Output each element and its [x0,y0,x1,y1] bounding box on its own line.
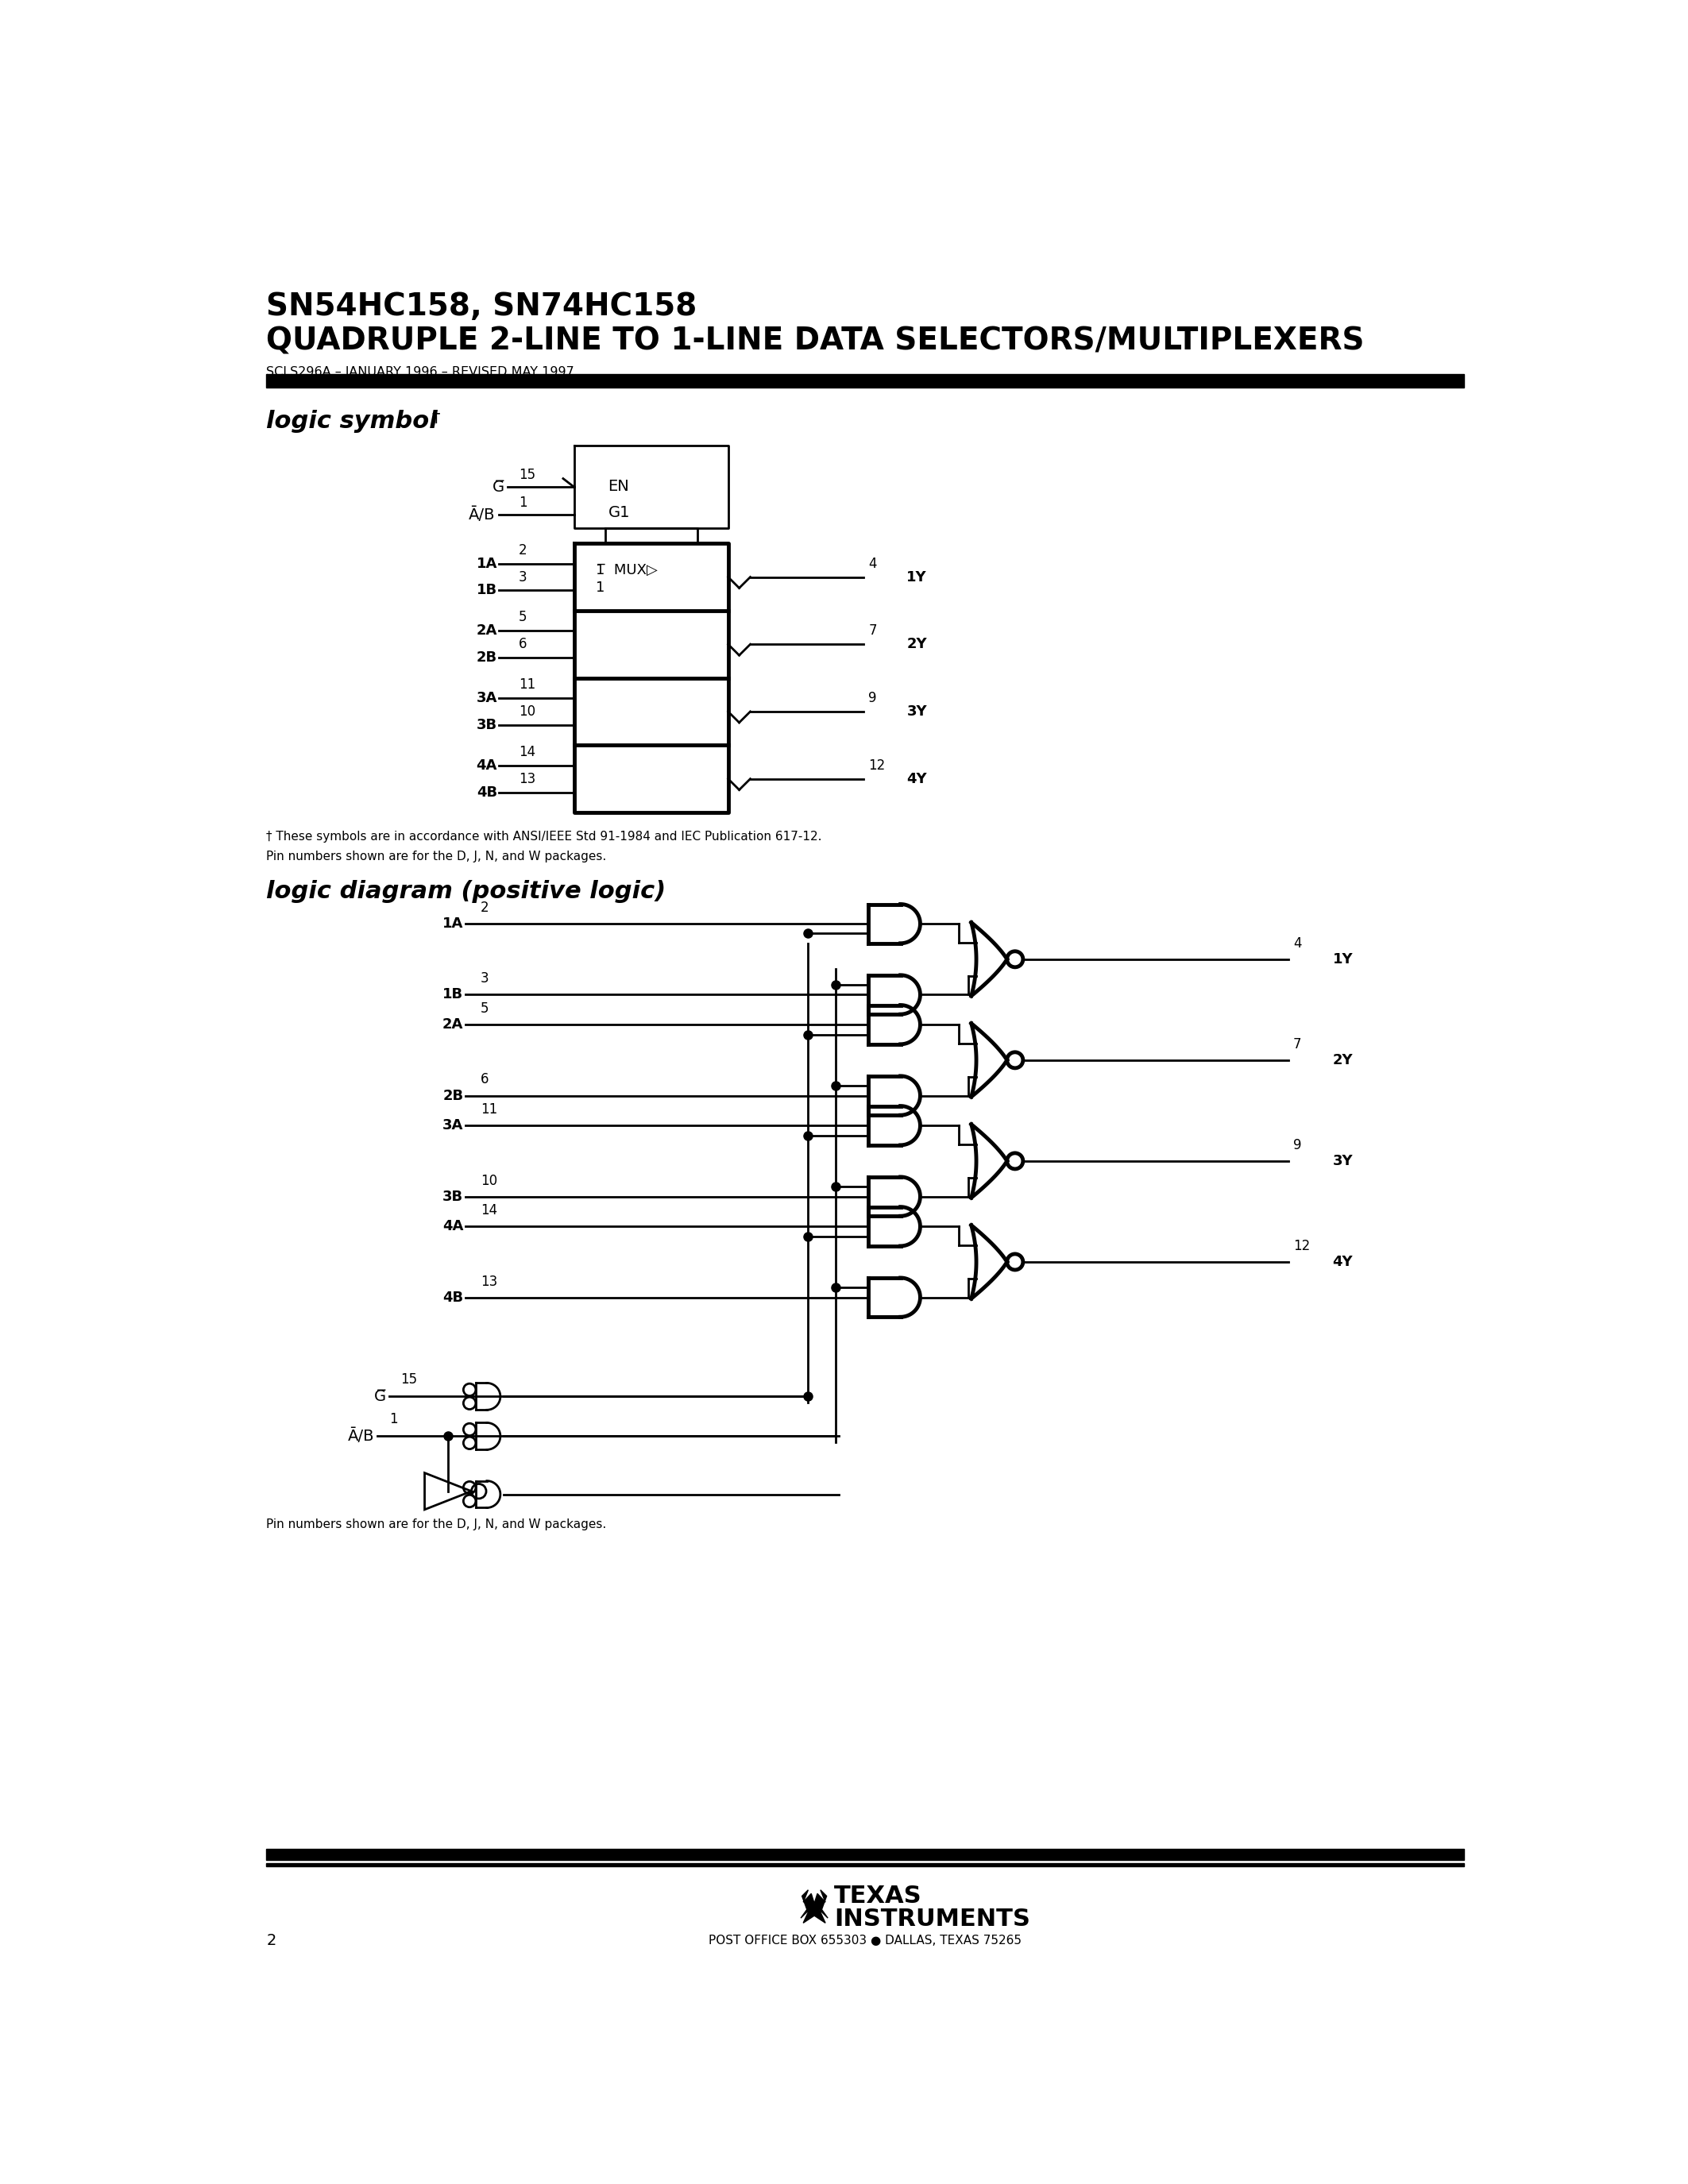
Text: 1̅  MUX▷: 1̅ MUX▷ [596,563,658,577]
Text: 1: 1 [390,1411,398,1426]
Text: Pin numbers shown are for the D, J, N, and W packages.: Pin numbers shown are for the D, J, N, a… [267,1518,606,1531]
Text: 4A: 4A [442,1219,464,1234]
Text: 3: 3 [481,972,490,985]
Text: logic diagram (positive logic): logic diagram (positive logic) [267,880,667,902]
Text: 1: 1 [518,496,527,509]
Text: 7: 7 [869,625,876,638]
Text: 9: 9 [1293,1138,1301,1153]
Text: 2Y: 2Y [1332,1053,1354,1068]
Text: 15: 15 [400,1372,417,1387]
Text: 4B: 4B [442,1291,464,1304]
Text: 1A: 1A [476,557,498,570]
Text: logic symbol: logic symbol [267,411,437,432]
Bar [267,1850,1463,1861]
Text: 4Y: 4Y [906,771,927,786]
Text: 5: 5 [481,1002,490,1016]
Text: 11: 11 [518,677,535,692]
Text: 3B: 3B [442,1190,464,1203]
Text: G̅: G̅ [375,1389,387,1404]
Text: EN: EN [608,478,630,494]
Text: 4A: 4A [476,758,498,773]
Text: 1A: 1A [442,917,464,930]
Text: 4: 4 [1293,937,1301,950]
Polygon shape [800,1889,827,1922]
Text: †: † [432,411,441,426]
Text: 2B: 2B [476,651,498,664]
Text: Ā/B: Ā/B [469,507,495,522]
Text: 7: 7 [1293,1037,1301,1051]
Text: 3: 3 [518,570,527,583]
Text: G̅: G̅ [491,480,505,494]
Text: 12: 12 [869,758,886,773]
Text: 14: 14 [518,745,535,760]
Text: Pin numbers shown are for the D, J, N, and W packages.: Pin numbers shown are for the D, J, N, a… [267,850,606,863]
Text: 14: 14 [481,1203,498,1219]
Text: 1: 1 [596,581,604,596]
Text: 3Y: 3Y [906,705,927,719]
Text: 5: 5 [518,609,527,625]
Text: 6: 6 [481,1072,490,1088]
Text: 2A: 2A [476,625,498,638]
Text: 1B: 1B [442,987,464,1002]
Text: 1Y: 1Y [1332,952,1354,965]
Text: G1: G1 [608,505,630,520]
Text: 11: 11 [481,1103,498,1116]
Text: 1Y: 1Y [906,570,927,583]
Text: 15: 15 [518,467,535,483]
Text: QUADRUPLE 2-LINE TO 1-LINE DATA SELECTORS/MULTIPLEXERS: QUADRUPLE 2-LINE TO 1-LINE DATA SELECTOR… [267,325,1364,356]
Text: 2: 2 [481,900,490,915]
Text: 9: 9 [869,690,876,705]
Text: 2B: 2B [442,1088,464,1103]
Text: 3Y: 3Y [1332,1153,1354,1168]
Text: 10: 10 [518,705,535,719]
Text: 12: 12 [1293,1238,1310,1254]
Text: SN54HC158, SN74HC158: SN54HC158, SN74HC158 [267,290,697,321]
Text: 2Y: 2Y [906,638,927,651]
Text: Ā/B: Ā/B [348,1428,375,1444]
Text: TEXAS: TEXAS [834,1885,922,1907]
Text: 3A: 3A [442,1118,464,1133]
Text: 13: 13 [481,1273,498,1289]
Text: 2: 2 [267,1933,277,1948]
Text: 2: 2 [518,544,527,557]
Text: 4B: 4B [476,784,498,799]
Text: SCLS296A – JANUARY 1996 – REVISED MAY 1997: SCLS296A – JANUARY 1996 – REVISED MAY 19… [267,367,574,378]
Text: 6: 6 [518,638,527,651]
Text: 4: 4 [869,557,876,570]
Bar [267,1863,1463,1867]
Text: 3A: 3A [476,690,498,705]
Text: 13: 13 [518,771,535,786]
Text: INSTRUMENTS: INSTRUMENTS [834,1909,1030,1931]
Text: 3B: 3B [476,719,498,732]
Bar [267,373,1463,387]
Text: POST OFFICE BOX 655303 ● DALLAS, TEXAS 75265: POST OFFICE BOX 655303 ● DALLAS, TEXAS 7… [709,1935,1021,1946]
Text: 10: 10 [481,1173,498,1188]
Text: 1B: 1B [476,583,498,598]
Text: † These symbols are in accordance with ANSI/IEEE Std 91-1984 and IEC Publication: † These symbols are in accordance with A… [267,830,822,843]
Text: 2A: 2A [442,1018,464,1031]
Text: 4Y: 4Y [1332,1256,1354,1269]
